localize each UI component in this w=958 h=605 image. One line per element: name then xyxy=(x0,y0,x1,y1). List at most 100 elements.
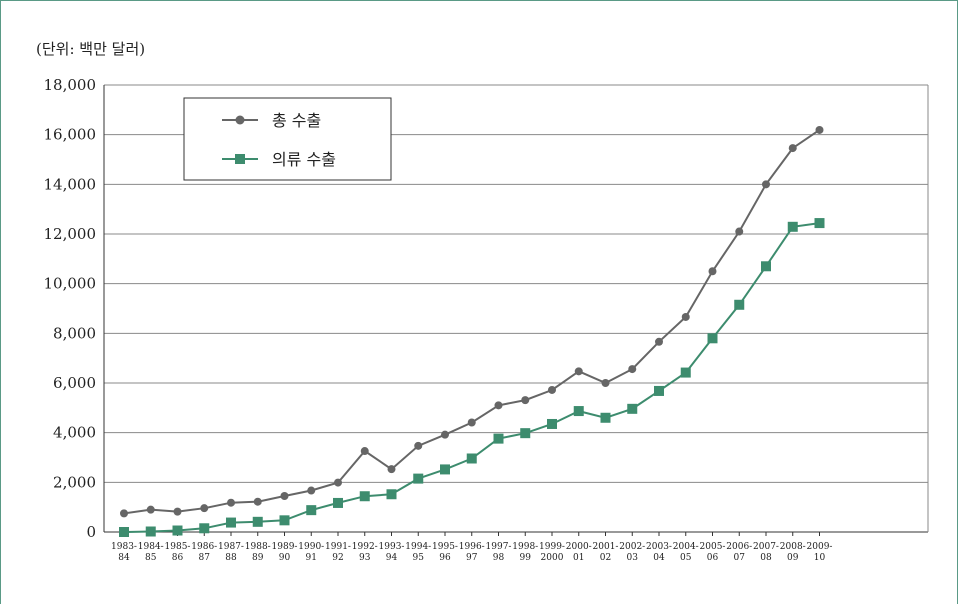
legend: 총 수출 의류 수출 xyxy=(183,97,392,181)
x-tick-label: 1990- xyxy=(298,542,324,552)
y-tick-label: 6,000 xyxy=(53,374,96,392)
x-tick-label: 1994- xyxy=(405,542,431,552)
legend-box xyxy=(183,97,392,181)
data-point-total xyxy=(253,497,262,506)
data-point-total xyxy=(601,379,610,387)
x-tick-label: 2000 xyxy=(541,553,564,563)
data-point-total xyxy=(146,505,155,514)
data-point-total xyxy=(227,498,235,507)
x-tick-label: 98 xyxy=(493,553,505,563)
data-point-apparel xyxy=(654,385,664,396)
data-point-apparel xyxy=(734,299,745,310)
y-tick-label: 12,000 xyxy=(44,225,97,243)
series-group xyxy=(119,125,825,537)
x-tick-label: 2007- xyxy=(753,542,779,552)
data-point-total xyxy=(120,509,128,518)
y-tick-label: 14,000 xyxy=(44,175,97,193)
unit-label: (단위: 백만 달러) xyxy=(36,40,146,58)
data-point-apparel xyxy=(199,523,210,534)
x-tick-label: 1984- xyxy=(138,542,164,552)
data-point-apparel xyxy=(814,218,825,229)
data-point-total xyxy=(280,491,289,500)
x-tick-label: 08 xyxy=(760,553,772,563)
x-tick-label: 2009- xyxy=(807,542,833,552)
x-tick-label: 94 xyxy=(386,553,398,563)
x-tick-label: 84 xyxy=(118,553,130,563)
data-point-apparel xyxy=(413,473,424,484)
x-tick-label: 95 xyxy=(413,553,425,563)
x-tick-label: 1983- xyxy=(111,542,137,552)
x-tick-label: 05 xyxy=(680,553,692,563)
data-point-total xyxy=(200,504,209,513)
data-point-total xyxy=(173,507,182,516)
data-point-total xyxy=(708,267,717,276)
x-tick-label: 1995- xyxy=(432,542,458,552)
data-point-apparel xyxy=(573,406,584,417)
x-tick-label: 1991- xyxy=(325,542,351,552)
x-tick-label: 91 xyxy=(306,553,317,563)
data-point-apparel xyxy=(787,221,798,232)
data-point-apparel xyxy=(466,453,477,464)
data-point-total xyxy=(815,125,824,134)
data-point-apparel xyxy=(600,412,611,423)
legend-total-label: 총 수출 xyxy=(272,111,321,130)
x-tick-label: 2004- xyxy=(673,542,699,552)
x-tick-label: 1988- xyxy=(245,542,271,552)
data-point-total xyxy=(387,465,396,474)
x-tick-label: 2005- xyxy=(700,542,726,552)
x-tick-label: 2003- xyxy=(646,542,672,552)
x-tick-label: 09 xyxy=(787,553,799,563)
x-tick-label: 1987- xyxy=(218,542,244,552)
y-tick-label: 4,000 xyxy=(53,424,96,442)
x-tick-label: 1986- xyxy=(191,542,217,552)
x-tick-label: 1999- xyxy=(539,542,565,552)
x-tick-label: 2006- xyxy=(726,542,752,552)
data-point-total xyxy=(494,401,503,410)
x-tick-label: 1985- xyxy=(165,542,191,552)
legend-apparel-label: 의류 수출 xyxy=(272,150,336,169)
y-tick-label: 2,000 xyxy=(53,473,96,491)
x-tick-label: 2000- xyxy=(566,542,592,552)
data-point-total xyxy=(655,337,663,346)
data-point-apparel xyxy=(172,525,183,536)
data-point-total xyxy=(307,486,316,495)
data-point-apparel xyxy=(226,517,236,528)
data-point-total xyxy=(467,418,476,427)
data-point-total xyxy=(788,144,797,153)
x-tick-label: 97 xyxy=(466,553,478,563)
x-tick-label: 10 xyxy=(814,553,826,563)
data-point-total xyxy=(334,478,342,487)
x-tick-labels: 1983-84 1984-85 1985-86 1986-87 1987-88 1988-… xyxy=(111,542,832,563)
data-point-apparel xyxy=(279,515,290,526)
x-tick-label: 2002- xyxy=(619,542,645,552)
x-tick-label: 03 xyxy=(627,553,639,563)
x-tick-label: 85 xyxy=(145,553,157,563)
data-point-apparel xyxy=(761,261,771,272)
data-point-apparel xyxy=(627,403,638,414)
legend-apparel-marker xyxy=(235,154,245,164)
x-tick-label: 1996- xyxy=(459,542,485,552)
x-tick-label: 89 xyxy=(252,553,264,563)
y-tick-label: 10,000 xyxy=(44,275,97,293)
data-point-apparel xyxy=(547,418,557,429)
data-point-apparel xyxy=(440,464,450,475)
x-tick-label: 1997- xyxy=(486,542,512,552)
x-tick-label: 06 xyxy=(707,553,719,563)
x-tick-label: 1989- xyxy=(272,542,298,552)
data-point-total xyxy=(548,385,556,394)
data-point-apparel xyxy=(333,497,343,508)
x-tick-label: 88 xyxy=(225,553,237,563)
data-point-total xyxy=(521,396,530,405)
data-point-apparel xyxy=(707,333,718,344)
x-tick-label: 86 xyxy=(172,553,184,563)
y-tick-labels: 0 2,000 4,000 6,000 8,000 10,000 12,000 14,000 1… xyxy=(44,76,97,541)
data-point-total xyxy=(628,365,637,374)
x-tick-label: 2008- xyxy=(780,542,806,552)
x-tick-label: 90 xyxy=(279,553,291,563)
data-point-total xyxy=(414,441,423,450)
y-tick-label: 8,000 xyxy=(53,324,96,342)
data-point-apparel xyxy=(359,491,370,502)
data-point-apparel xyxy=(680,367,691,378)
x-tick-label: 99 xyxy=(520,553,532,563)
